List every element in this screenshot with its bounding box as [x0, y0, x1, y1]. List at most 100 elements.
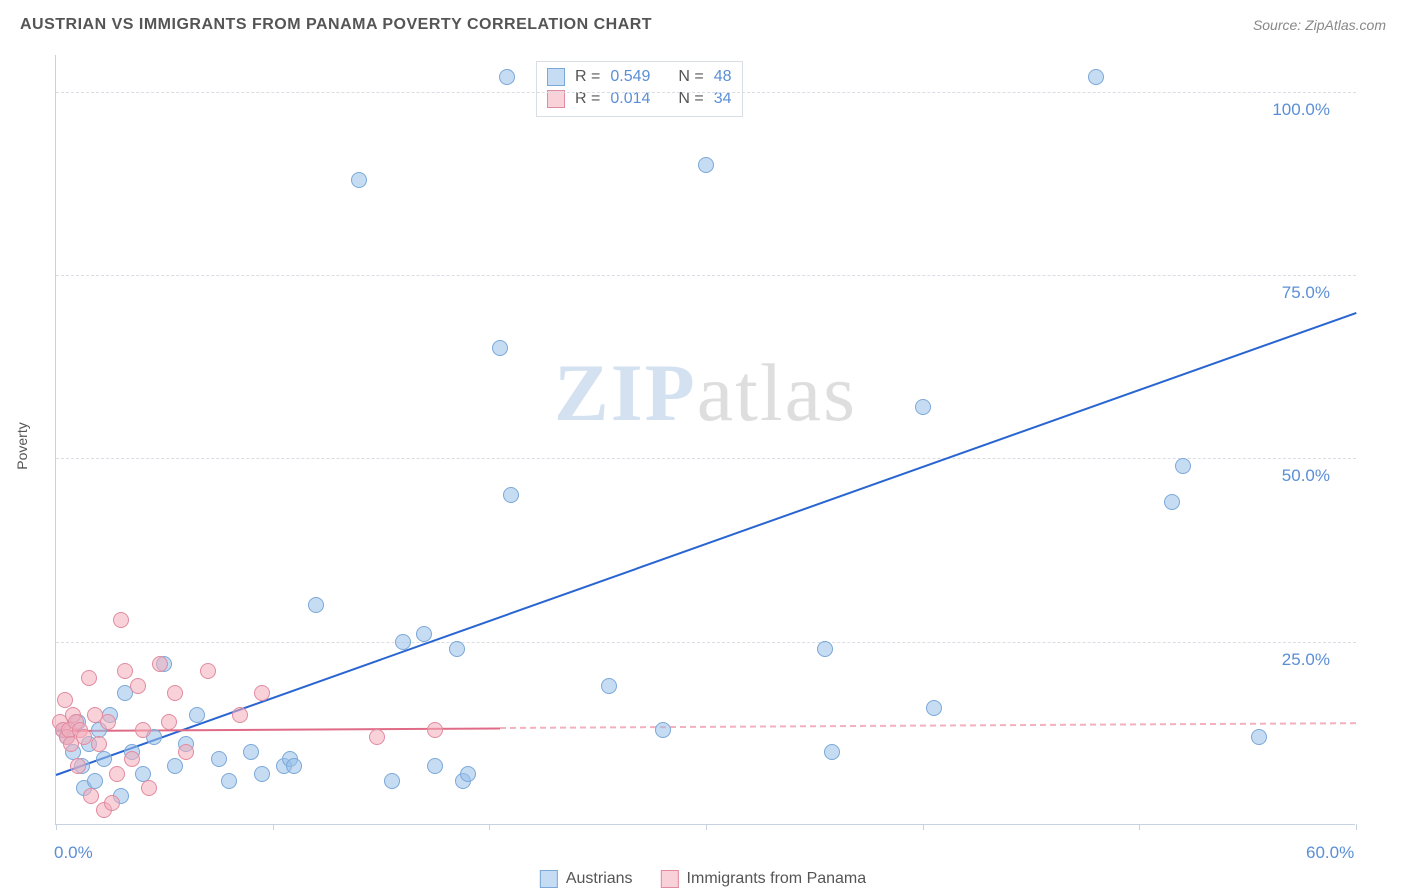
- scatter-point: [308, 597, 324, 613]
- scatter-point: [211, 751, 227, 767]
- r-label-0: R =: [575, 68, 600, 86]
- scatter-point: [427, 758, 443, 774]
- y-axis-label: Poverty: [14, 422, 30, 469]
- scatter-point: [1175, 458, 1191, 474]
- scatter-point: [221, 773, 237, 789]
- x-tick-label: 0.0%: [54, 843, 93, 863]
- y-tick-label: 75.0%: [1282, 283, 1330, 303]
- scatter-point: [96, 751, 112, 767]
- scatter-point: [1088, 69, 1104, 85]
- scatter-point: [449, 641, 465, 657]
- x-tick: [706, 824, 707, 830]
- y-tick-label: 50.0%: [1282, 466, 1330, 486]
- scatter-point: [460, 766, 476, 782]
- x-tick-label: 60.0%: [1306, 843, 1354, 863]
- scatter-point: [167, 685, 183, 701]
- scatter-point: [124, 751, 140, 767]
- gridline: [56, 458, 1356, 459]
- legend-swatch-blue-icon: [540, 870, 558, 888]
- scatter-point: [83, 788, 99, 804]
- scatter-point: [824, 744, 840, 760]
- scatter-point: [130, 678, 146, 694]
- gridline: [56, 92, 1356, 93]
- x-tick: [923, 824, 924, 830]
- r-value-1: 0.014: [610, 90, 650, 108]
- n-label-0: N =: [678, 68, 703, 86]
- scatter-point: [152, 656, 168, 672]
- scatter-point: [351, 172, 367, 188]
- swatch-blue-icon: [547, 68, 565, 86]
- scatter-point: [817, 641, 833, 657]
- x-tick: [489, 824, 490, 830]
- scatter-point: [915, 399, 931, 415]
- legend-label-1: Immigrants from Panama: [687, 870, 867, 888]
- watermark: ZIPatlas: [554, 346, 857, 440]
- scatter-point: [161, 714, 177, 730]
- n-label-1: N =: [678, 90, 703, 108]
- watermark-zip: ZIP: [554, 347, 697, 438]
- scatter-point: [243, 744, 259, 760]
- scatter-point: [189, 707, 205, 723]
- scatter-point: [926, 700, 942, 716]
- chart-header: AUSTRIAN VS IMMIGRANTS FROM PANAMA POVER…: [20, 16, 1386, 34]
- y-tick-label: 100.0%: [1272, 100, 1330, 120]
- scatter-point: [655, 722, 671, 738]
- scatter-point: [104, 795, 120, 811]
- scatter-point: [499, 69, 515, 85]
- scatter-point: [87, 773, 103, 789]
- source-attribution: Source: ZipAtlas.com: [1253, 17, 1386, 33]
- scatter-point: [384, 773, 400, 789]
- n-value-0: 48: [714, 68, 732, 86]
- scatter-point: [81, 670, 97, 686]
- stats-legend-box: R = 0.549 N = 48 R = 0.014 N = 34: [536, 61, 743, 117]
- scatter-point: [167, 758, 183, 774]
- scatter-point: [70, 758, 86, 774]
- n-value-1: 34: [714, 90, 732, 108]
- x-tick: [273, 824, 274, 830]
- scatter-point: [141, 780, 157, 796]
- scatter-point: [492, 340, 508, 356]
- trend-line: [500, 722, 1356, 729]
- legend-item-austrians: Austrians: [540, 870, 633, 888]
- scatter-point: [427, 722, 443, 738]
- scatter-point: [254, 766, 270, 782]
- gridline: [56, 275, 1356, 276]
- scatter-point: [286, 758, 302, 774]
- x-tick: [1139, 824, 1140, 830]
- scatter-point: [113, 612, 129, 628]
- scatter-point: [76, 729, 92, 745]
- scatter-point: [91, 736, 107, 752]
- scatter-point: [601, 678, 617, 694]
- scatter-point: [178, 744, 194, 760]
- scatter-point: [109, 766, 125, 782]
- chart-area: ZIPatlas R = 0.549 N = 48 R = 0.014 N = …: [55, 55, 1355, 825]
- scatter-point: [503, 487, 519, 503]
- scatter-point: [1164, 494, 1180, 510]
- trend-line: [56, 312, 1357, 776]
- r-label-1: R =: [575, 90, 600, 108]
- scatter-point: [1251, 729, 1267, 745]
- legend-swatch-pink-icon: [661, 870, 679, 888]
- swatch-pink-icon: [547, 90, 565, 108]
- scatter-point: [135, 766, 151, 782]
- scatter-point: [232, 707, 248, 723]
- x-tick: [56, 824, 57, 830]
- scatter-point: [57, 692, 73, 708]
- stats-row-austrians: R = 0.549 N = 48: [547, 66, 732, 88]
- scatter-point: [135, 722, 151, 738]
- scatter-point: [395, 634, 411, 650]
- scatter-point: [369, 729, 385, 745]
- bottom-legend: Austrians Immigrants from Panama: [540, 870, 866, 888]
- legend-item-panama: Immigrants from Panama: [661, 870, 867, 888]
- watermark-atlas: atlas: [697, 347, 857, 438]
- scatter-point: [117, 663, 133, 679]
- scatter-point: [254, 685, 270, 701]
- scatter-point: [698, 157, 714, 173]
- scatter-point: [416, 626, 432, 642]
- x-tick: [1356, 824, 1357, 830]
- scatter-point: [100, 714, 116, 730]
- gridline: [56, 642, 1356, 643]
- legend-label-0: Austrians: [566, 870, 633, 888]
- r-value-0: 0.549: [610, 68, 650, 86]
- plot-region: ZIPatlas R = 0.549 N = 48 R = 0.014 N = …: [55, 55, 1355, 825]
